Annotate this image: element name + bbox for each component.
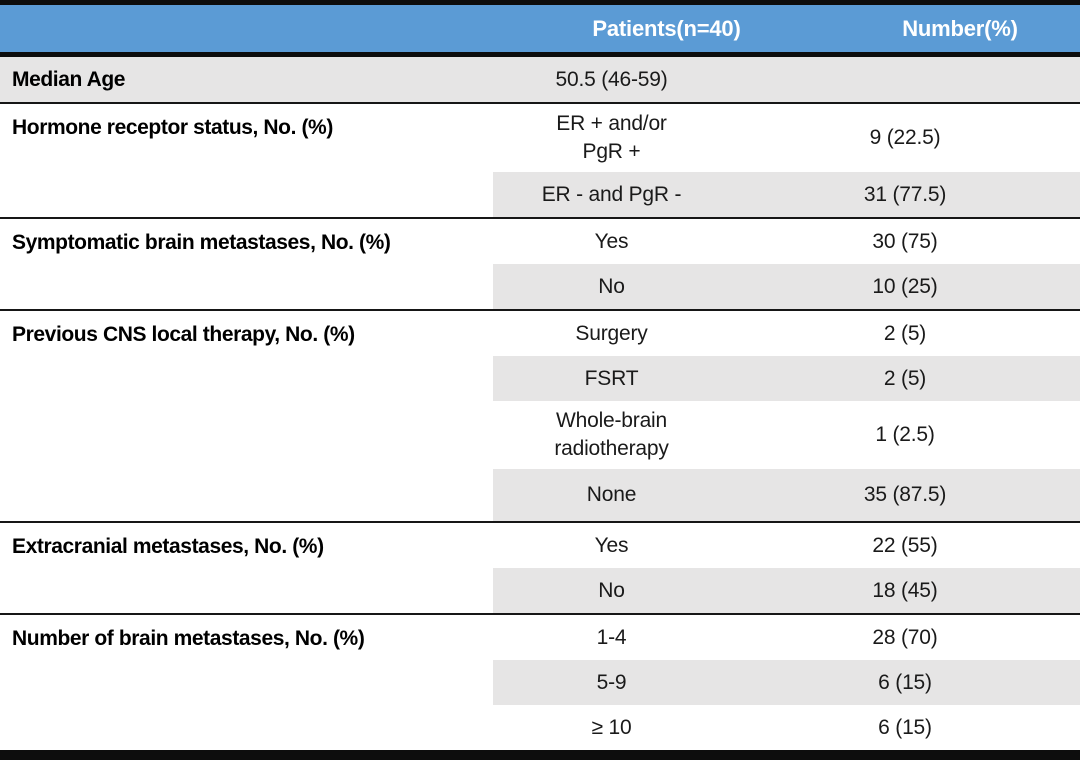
table-section-hormone-receptor: Hormone receptor status, No. (%) ER + an…	[0, 102, 1080, 217]
value-cell: 6 (15)	[730, 660, 1080, 705]
table-section-symptomatic-brain-metastases: Symptomatic brain metastases, No. (%) Ye…	[0, 217, 1080, 309]
value-cell: 6 (15)	[878, 715, 932, 739]
table-section-extracranial-metastases: Extracranial metastases, No. (%) Yes 22 …	[0, 521, 1080, 613]
value-cell: 18 (45)	[730, 568, 1080, 613]
table-section-number-brain-metastases: Number of brain metastases, No. (%) 1-4 …	[0, 613, 1080, 750]
category-cell: Surgery	[575, 321, 648, 345]
category-cell: ER - and PgR -	[493, 172, 730, 217]
category-cell: ≥ 10	[591, 715, 632, 739]
category-cell: 1-4	[596, 625, 627, 649]
value-cell: 9 (22.5)	[869, 126, 941, 150]
value-cell: 10 (25)	[730, 264, 1080, 309]
row-label: Median Age	[12, 67, 126, 91]
table-header-row: Patients(n=40) Number(%)	[0, 5, 1080, 57]
patient-characteristics-table: Patients(n=40) Number(%) Median Age 50.5…	[0, 0, 1080, 760]
column-header-number: Number(%)	[902, 15, 1018, 41]
category-cell: No	[493, 568, 730, 613]
row-label: Hormone receptor status, No. (%)	[12, 116, 333, 139]
value-cell: 1 (2.5)	[875, 423, 935, 447]
category-cell: FSRT	[493, 356, 730, 401]
column-header-patients: Patients(n=40)	[592, 15, 741, 41]
value-cell	[730, 57, 1080, 102]
category-cell: No	[493, 264, 730, 309]
value-cell: 35 (87.5)	[730, 469, 1080, 521]
category-cell: ER + and/or PgR +	[556, 112, 667, 163]
row-label: Previous CNS local therapy, No. (%)	[12, 323, 355, 346]
table-section-median-age: Median Age 50.5 (46-59)	[0, 57, 1080, 102]
row-label: Number of brain metastases, No. (%)	[12, 627, 365, 650]
category-cell: None	[493, 469, 730, 521]
value-cell: 28 (70)	[872, 625, 938, 649]
category-cell: 50.5 (46-59)	[555, 67, 668, 91]
row-label: Extracranial metastases, No. (%)	[12, 535, 324, 558]
row-label: Symptomatic brain metastases, No. (%)	[12, 231, 391, 254]
value-cell: 2 (5)	[730, 356, 1080, 401]
value-cell: 31 (77.5)	[730, 172, 1080, 217]
table-bottom-border	[0, 750, 1080, 760]
category-cell: Yes	[594, 533, 629, 557]
category-cell: Whole-brain radiotherapy	[554, 409, 669, 460]
value-cell: 30 (75)	[872, 229, 938, 253]
category-cell: Yes	[594, 229, 629, 253]
table-section-previous-cns-therapy: Previous CNS local therapy, No. (%) Surg…	[0, 309, 1080, 521]
table-top-border	[0, 0, 1080, 5]
category-cell: 5-9	[493, 660, 730, 705]
header-spacer	[0, 5, 493, 52]
value-cell: 22 (55)	[872, 533, 938, 557]
value-cell: 2 (5)	[883, 321, 927, 345]
